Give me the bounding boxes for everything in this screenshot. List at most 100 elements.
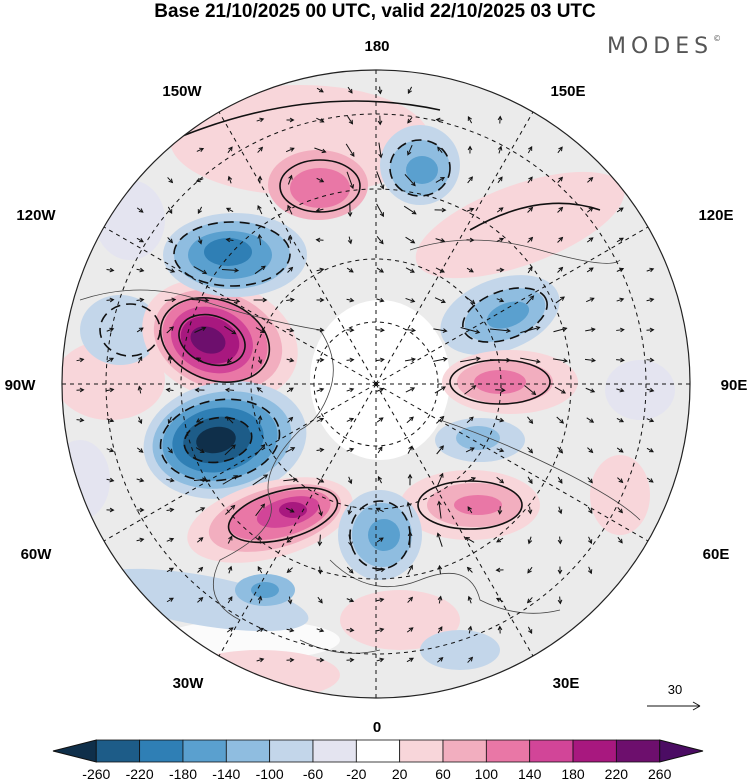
wind-vector [646, 477, 654, 483]
anomaly-region [170, 85, 430, 195]
lon-label-90w: 90W [5, 377, 37, 394]
wind-vector [376, 597, 385, 603]
wind-vector [496, 537, 504, 543]
lon-label-30e: 30E [553, 675, 580, 692]
wind-vector [224, 387, 235, 393]
wind-vector [253, 297, 268, 303]
wind-vector [136, 537, 145, 543]
wind-vector [316, 177, 325, 183]
wind-vector [433, 328, 448, 333]
wind-vector [315, 237, 324, 243]
wind-vector [616, 297, 625, 303]
wind-vector [646, 297, 655, 303]
wind-vector [465, 537, 475, 543]
wind-vector [137, 355, 143, 364]
wind-vector [316, 477, 325, 483]
wind-vector [286, 657, 295, 663]
wind-vector [587, 476, 593, 484]
wind-vector [496, 447, 505, 453]
wind-vector [376, 203, 384, 218]
wind-vector [616, 237, 624, 243]
anomaly-region [605, 360, 675, 420]
wind-vector [376, 171, 385, 190]
wind-vector [256, 117, 265, 123]
wind-vector [617, 477, 624, 484]
colorbar-tick-label: -100 [256, 766, 284, 782]
wind-vector [527, 476, 533, 485]
wind-vector [526, 597, 533, 604]
wind-vector [437, 500, 442, 519]
wind-vector [585, 387, 596, 393]
lon-label-0: 0 [373, 719, 381, 736]
wind-vector [256, 387, 263, 393]
wind-vector [555, 296, 565, 304]
anomaly-field [62, 85, 675, 698]
wind-vector [496, 237, 505, 243]
wind-vector [616, 417, 625, 423]
anomaly-region [590, 455, 650, 535]
wind-vector [136, 327, 144, 333]
wind-vector [196, 147, 205, 153]
wind-vector [586, 297, 595, 303]
wind-vector [557, 596, 563, 605]
wind-vector [376, 297, 385, 303]
wind-vector [617, 536, 623, 544]
wind-vector [464, 477, 477, 483]
colorbar-segment [399, 739, 444, 763]
wind-vector [587, 566, 593, 575]
wind-vector [166, 567, 174, 573]
wind-vector [585, 327, 596, 333]
wind-vector [497, 625, 503, 634]
colorbar-tick-label: -60 [303, 766, 323, 782]
wind-vector [257, 204, 263, 215]
wind-vector [407, 116, 413, 124]
anomaly-region [80, 295, 160, 365]
wind-vector [646, 387, 655, 393]
wind-vector [257, 146, 264, 153]
wind-vector [167, 206, 173, 215]
colorbar-tick-label: 20 [392, 766, 408, 782]
wind-vector [197, 206, 203, 215]
wind-vector [466, 566, 473, 573]
wind-vector [646, 417, 655, 423]
lon-label-60e: 60E [703, 546, 730, 563]
contour-lines [149, 100, 601, 544]
wind-vector [197, 566, 204, 573]
wind-vector [285, 147, 295, 153]
wind-vector [195, 177, 204, 183]
wind-vector [106, 417, 115, 423]
wind-vector [286, 297, 295, 303]
wind-vector [255, 503, 266, 517]
wind-vector [464, 385, 477, 395]
colorbar-tick-label: -220 [126, 766, 154, 782]
brand-logo: MODES© [607, 34, 721, 59]
wind-vector [495, 387, 506, 393]
wind-vector [378, 142, 383, 159]
wind-vector [167, 355, 173, 364]
negative-anomaly-center [163, 213, 307, 297]
wind-vector [557, 206, 564, 213]
copyright-mark: © [713, 34, 722, 43]
wind-vector [496, 207, 504, 213]
wind-vector [346, 417, 355, 423]
wind-vector [286, 387, 294, 393]
wind-vector [166, 507, 175, 513]
wind-vector [226, 627, 234, 633]
wind-vector [435, 117, 444, 123]
colorbar-tick-label: 220 [605, 766, 629, 782]
wind-vector [437, 595, 443, 604]
wind-vector [257, 356, 263, 365]
map-border [61, 69, 691, 699]
wind-vector [587, 506, 593, 514]
wind-vector [347, 86, 353, 94]
wind-vector [167, 237, 174, 244]
colorbar-segment [139, 739, 184, 763]
wind-vector [165, 387, 174, 393]
wind-vector [557, 176, 564, 183]
wind-vector [106, 387, 115, 393]
wind-vector [227, 565, 233, 574]
wind-vector [165, 267, 176, 273]
wind-vector [166, 477, 175, 483]
wind-vector [224, 444, 236, 456]
colorbar-segment [442, 739, 487, 763]
